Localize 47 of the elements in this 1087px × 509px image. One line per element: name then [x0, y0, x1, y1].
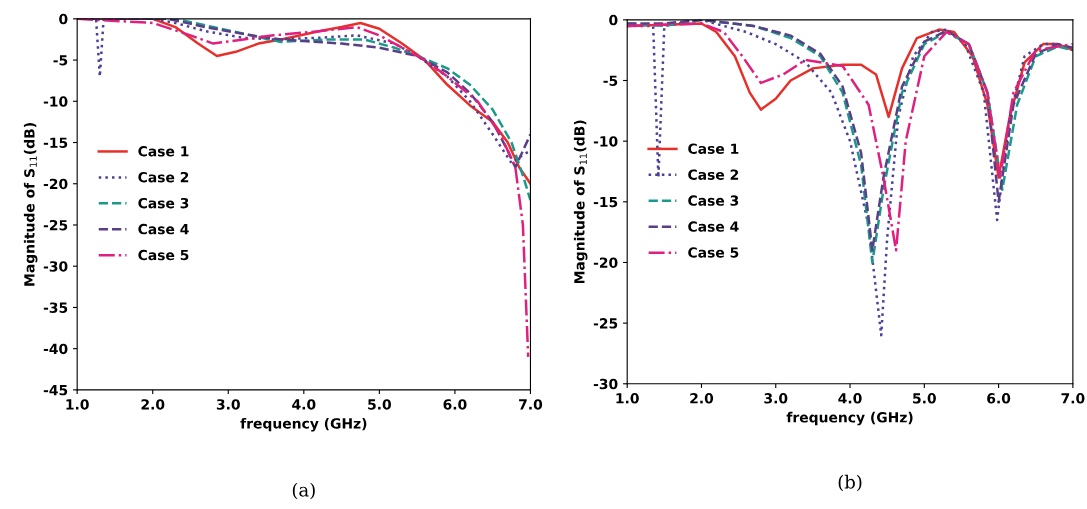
- legend-label: Case 1: [688, 143, 739, 154]
- x-tick-label: 5.0: [368, 399, 391, 410]
- y-tick-label: -30: [593, 378, 618, 390]
- legend-label: Case 2: [138, 171, 189, 183]
- legend-label: Case 5: [138, 249, 189, 261]
- x-tick-label: 1.0: [616, 393, 639, 404]
- x-tick-label: 7.0: [1061, 393, 1085, 404]
- y-tick-label: -45: [43, 385, 68, 396]
- y-tick-label: -25: [43, 219, 68, 231]
- legend-label: Case 2: [688, 169, 739, 180]
- legend-label: Case 1: [138, 146, 189, 157]
- y-tick-label: 0: [59, 13, 68, 25]
- x-tick-label: 1.0: [66, 399, 89, 410]
- x-tick-label: 3.0: [216, 399, 240, 410]
- x-tick-label: 2.0: [141, 399, 165, 410]
- y-tick-label: -5: [603, 75, 618, 86]
- x-tick-label: 6.0: [987, 393, 1011, 404]
- x-axis-title: frequency (GHz): [786, 411, 913, 426]
- y-tick-label: -10: [593, 136, 618, 147]
- legend-label: Case 3: [138, 197, 189, 209]
- x-tick-label: 4.0: [292, 399, 316, 410]
- x-tick-label: 5.0: [913, 393, 936, 404]
- x-tick-label: 4.0: [838, 393, 862, 404]
- y-tick-label: -40: [43, 343, 68, 355]
- y-tick-label: -15: [593, 196, 618, 208]
- x-tick-label: 7.0: [519, 399, 543, 410]
- y-tick-label: -35: [43, 302, 68, 313]
- y-tick-label: 0: [609, 14, 618, 26]
- y-tick-label: -20: [593, 257, 618, 268]
- legend-label: Case 5: [688, 247, 739, 258]
- legend-label: Case 3: [688, 195, 739, 206]
- y-axis-title: Magnitude of S$_{11}$(dB): [23, 123, 38, 286]
- legend-label: Case 4: [138, 223, 189, 235]
- legend-label: Case 4: [688, 221, 739, 232]
- x-tick-label: 3.0: [764, 393, 788, 404]
- y-tick-label: -30: [43, 261, 68, 272]
- y-tick-label: -25: [593, 318, 618, 329]
- x-tick-label: 6.0: [443, 399, 467, 410]
- y-tick-label: -20: [43, 178, 68, 190]
- text: (b): [838, 474, 862, 492]
- y-tick-label: -15: [43, 137, 68, 148]
- x-axis-title: frequency (GHz): [240, 417, 367, 432]
- y-tick-label: -10: [43, 96, 68, 107]
- x-tick-label: 2.0: [690, 393, 714, 404]
- y-tick-label: -5: [53, 55, 68, 66]
- y-axis-title: Magnitude of S$_{11}$(dB): [573, 120, 588, 284]
- text: (a): [292, 482, 315, 500]
